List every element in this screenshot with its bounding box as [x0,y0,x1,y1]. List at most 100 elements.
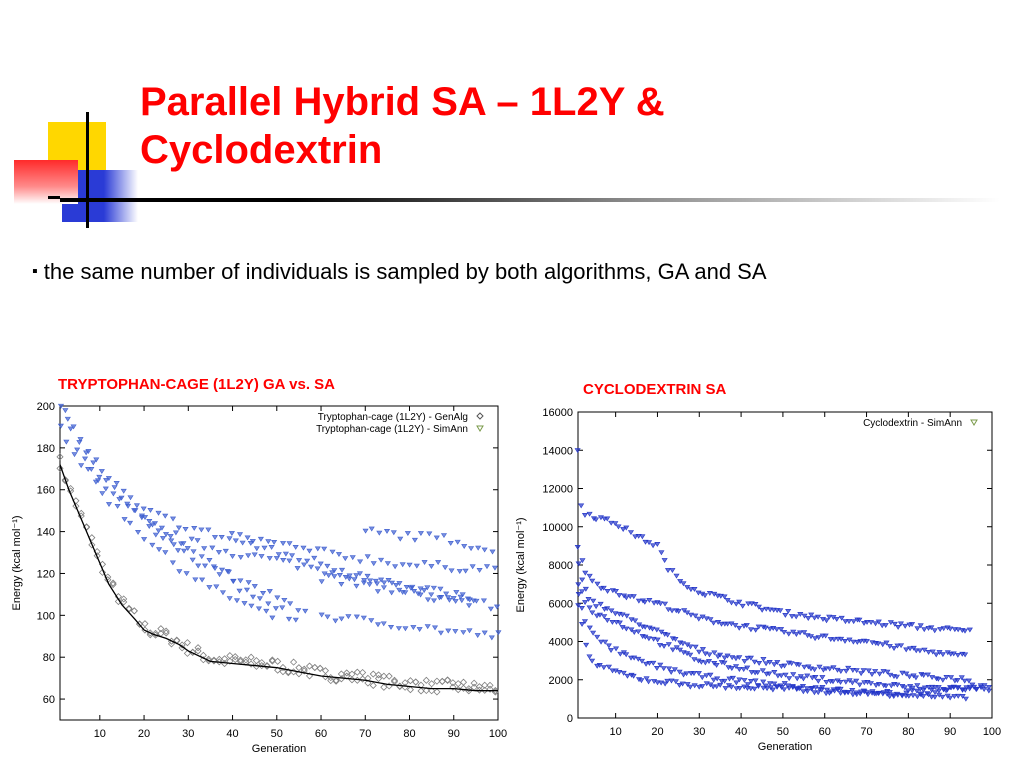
simann-point [888,683,895,689]
genalg-point [401,683,409,691]
simann-point [653,666,661,671]
simann-point [819,684,826,690]
simann-point [397,536,404,542]
simann-point [790,672,797,678]
genalg-point [300,665,308,673]
bullet-text: the same number of individuals is sample… [43,259,767,284]
genalg-point [380,672,388,680]
simann-point [706,652,713,658]
simann-point [188,536,195,542]
simann-point [147,507,154,513]
simann-point [939,652,946,658]
simann-point [696,649,703,655]
simann-point [739,603,746,609]
simann-point [665,642,672,648]
simann-point [643,676,650,682]
simann-point [620,670,627,676]
simann-point [831,637,838,643]
simann-point [364,554,371,560]
simann-point [440,533,448,539]
genalg-point [385,672,393,680]
simann-point [702,660,709,666]
x-tick-label: 60 [315,728,327,740]
simann-point [928,625,935,631]
simann-point [612,589,619,594]
simann-point [585,597,592,602]
simann-point [367,578,374,584]
simann-point [342,556,349,562]
simann-point [657,662,664,668]
simann-point [395,626,402,632]
simann-point [281,597,288,603]
simann-point [856,682,863,688]
simann-point [977,683,984,689]
simann-point [852,690,860,696]
simann-point [849,680,856,686]
simann-point [491,565,499,571]
simann-point [782,672,789,678]
simann-point [943,675,950,680]
simann-point [940,626,947,632]
simann-point [612,611,619,617]
simann-point [645,679,652,685]
simann-point [169,516,177,522]
simann-point [632,618,639,624]
simann-point [466,597,473,603]
simann-point [931,694,938,700]
simann-point [627,530,634,536]
simann-point [453,590,460,595]
simann-point [317,561,324,567]
simann-point [285,616,293,622]
simann-point [816,664,823,670]
simann-point [198,527,205,533]
genalg-point [422,676,430,684]
simann-point [959,693,966,699]
simann-point [582,570,589,576]
simann-point [77,437,84,443]
simann-point [939,694,946,700]
genalg-point [77,509,85,517]
simann-point [646,597,653,603]
simann-point [920,687,927,693]
genalg-point [231,653,239,661]
simann-point [135,530,142,535]
simann-point [773,684,781,690]
simann-point [593,613,600,619]
simann-point [721,655,728,661]
simann-point [172,530,179,536]
simann-point [962,687,969,693]
simann-point [184,546,191,551]
genalg-point [295,664,303,672]
genalg-point [183,639,191,647]
simann-point [747,655,754,661]
simann-point [849,692,856,698]
simann-point [803,686,810,692]
simann-point [127,495,134,501]
simann-point [378,577,385,583]
simann-point [360,615,367,621]
simann-point [880,690,887,696]
simann-point [428,564,435,569]
genalg-point [221,655,229,663]
slide-title-line1: Parallel Hybrid SA – 1L2Y & [140,80,665,124]
simann-point [691,586,698,592]
genalg-point [374,671,383,679]
simann-point [578,589,586,595]
simann-point [707,617,714,623]
simann-point [190,549,197,555]
simann-point [385,578,392,583]
genalg-point [406,686,414,694]
x-tick-label: 90 [448,728,460,740]
simann-point [364,573,371,579]
simann-point [286,558,293,564]
simann-point [872,683,880,689]
simann-point [826,666,833,672]
genalg-point [205,655,213,663]
simann-point [383,529,391,534]
simann-point [713,662,720,668]
simann-point [645,636,652,642]
deco-vertical-line [86,112,89,228]
simann-point [604,589,611,594]
simann-point [269,615,276,621]
simann-point [966,627,973,633]
